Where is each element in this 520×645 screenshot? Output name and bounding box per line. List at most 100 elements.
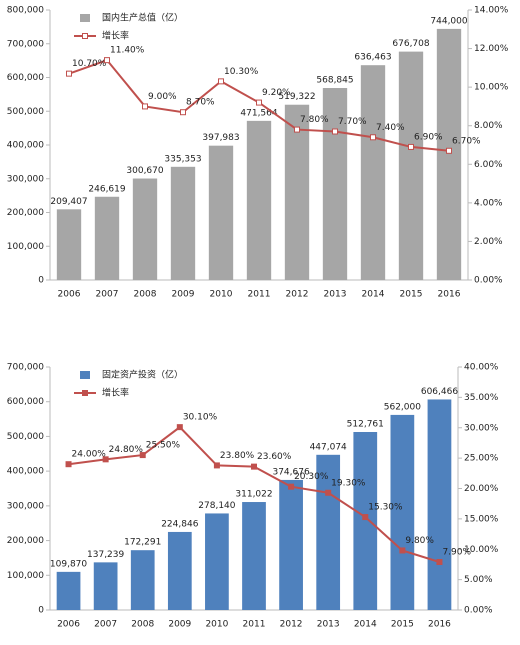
- bar: [246, 120, 272, 280]
- line-value-label: 23.80%: [220, 451, 255, 461]
- bar-value-label: 606,466: [421, 387, 458, 397]
- y2-tick-label: 15.00%: [464, 514, 499, 524]
- y-tick-label: 600,000: [7, 73, 44, 83]
- bar-value-label: 636,463: [354, 53, 391, 63]
- bar: [130, 550, 155, 610]
- legend-label: 增长率: [102, 387, 129, 399]
- bar: [279, 479, 303, 610]
- y-tick-label: 300,000: [7, 174, 44, 184]
- x-tick-label: 2014: [354, 620, 377, 630]
- y-tick-label: 500,000: [7, 432, 44, 442]
- bar: [56, 571, 81, 610]
- line-marker: [362, 514, 369, 521]
- y2-tick-label: 6.00%: [474, 160, 503, 170]
- y2-tick-label: 35.00%: [464, 393, 499, 403]
- y-tick-label: 400,000: [7, 467, 44, 477]
- line-value-label: 9.80%: [405, 536, 434, 546]
- bar: [170, 166, 196, 280]
- line-marker: [370, 134, 376, 141]
- bar-value-label: 209,407: [50, 197, 87, 207]
- line-marker: [66, 70, 72, 77]
- line-marker: [251, 463, 257, 470]
- y-tick-label: 800,000: [7, 6, 44, 16]
- y2-tick-label: 2.00%: [474, 237, 503, 247]
- x-tick-label: 2013: [317, 620, 340, 630]
- bar-value-label: 335,353: [164, 154, 201, 164]
- line-value-label: 9.00%: [148, 92, 177, 102]
- line-marker: [218, 78, 224, 85]
- x-tick-label: 2013: [324, 290, 347, 300]
- bar: [436, 28, 462, 281]
- y-tick-label: 500,000: [7, 107, 44, 117]
- bar: [94, 196, 120, 280]
- y-tick-label: 100,000: [7, 242, 44, 252]
- line-value-label: 24.80%: [109, 445, 144, 455]
- bar-value-label: 519,322: [278, 92, 315, 102]
- line-marker: [176, 424, 183, 431]
- line-marker: [446, 147, 452, 154]
- legend-label: 固定资产投资（亿）: [102, 369, 183, 381]
- y2-tick-label: 10.00%: [464, 545, 499, 555]
- y2-tick-label: 40.00%: [464, 363, 499, 373]
- x-tick-label: 2011: [243, 620, 266, 630]
- bar: [322, 88, 348, 280]
- x-tick-label: 2014: [362, 290, 385, 300]
- line-value-label: 30.10%: [183, 413, 218, 423]
- line-value-label: 6.70%: [452, 136, 481, 146]
- line-value-label: 7.90%: [442, 548, 471, 558]
- line-marker: [256, 99, 262, 106]
- bar: [242, 502, 266, 610]
- line-marker: [436, 559, 443, 566]
- bar-value-label: 246,619: [88, 184, 125, 194]
- y2-tick-label: 0.00%: [464, 606, 493, 616]
- line-marker: [65, 461, 72, 468]
- x-tick-label: 2006: [58, 290, 81, 300]
- x-tick-label: 2009: [168, 620, 191, 630]
- line-marker: [332, 128, 338, 135]
- legend-swatch: [80, 14, 90, 22]
- x-tick-label: 2007: [94, 620, 117, 630]
- x-tick-label: 2008: [131, 620, 154, 630]
- bar-value-label: 224,846: [161, 519, 198, 529]
- y2-tick-label: 25.00%: [464, 454, 499, 464]
- bar: [205, 513, 229, 610]
- bar: [167, 531, 192, 610]
- line-value-label: 23.60%: [257, 452, 292, 462]
- y2-tick-label: 30.00%: [464, 423, 499, 433]
- line-value-label: 19.30%: [331, 478, 366, 488]
- bar-value-label: 109,870: [50, 559, 87, 569]
- x-tick-label: 2016: [428, 620, 451, 630]
- y2-tick-label: 20.00%: [464, 484, 499, 494]
- y2-tick-label: 0.00%: [474, 276, 503, 286]
- bar: [208, 145, 234, 280]
- bar: [132, 178, 158, 280]
- y2-tick-label: 12.00%: [474, 44, 509, 54]
- line-marker: [139, 452, 146, 459]
- line-marker: [399, 547, 406, 554]
- legend-swatch: [82, 33, 88, 39]
- x-tick-label: 2009: [172, 290, 195, 300]
- y-tick-label: 100,000: [7, 571, 44, 581]
- x-tick-label: 2010: [210, 290, 233, 300]
- bar-value-label: 562,000: [384, 402, 421, 412]
- y-tick-label: 300,000: [7, 501, 44, 511]
- y-tick-label: 0: [38, 606, 44, 616]
- line-value-label: 20.30%: [294, 472, 329, 482]
- bar-value-label: 172,291: [124, 538, 161, 548]
- bar: [93, 562, 118, 610]
- bar-value-label: 137,239: [87, 550, 124, 560]
- line-marker: [288, 483, 295, 490]
- line-marker: [213, 462, 220, 469]
- line-value-label: 7.40%: [376, 123, 405, 133]
- bar-value-label: 447,074: [310, 442, 347, 452]
- legend-swatch: [82, 390, 88, 396]
- bar-value-label: 512,761: [347, 419, 384, 429]
- y-tick-label: 700,000: [7, 363, 44, 373]
- y-tick-label: 200,000: [7, 208, 44, 218]
- line-marker: [294, 126, 300, 133]
- x-tick-label: 2015: [400, 290, 423, 300]
- x-tick-label: 2012: [280, 620, 303, 630]
- line-value-label: 10.70%: [72, 59, 107, 69]
- bar-value-label: 397,983: [202, 133, 239, 143]
